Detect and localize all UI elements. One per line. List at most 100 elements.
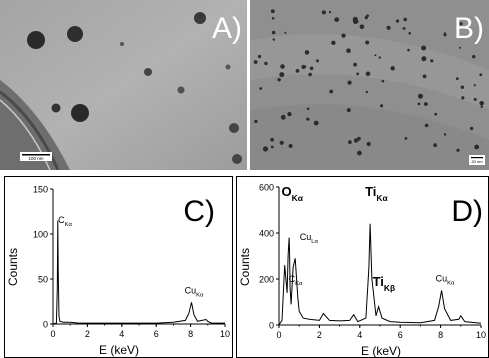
- tem-image-b: 20 nm B): [250, 0, 489, 170]
- panel-letter-b: B): [454, 12, 484, 45]
- nanoparticle: [408, 32, 411, 35]
- y-tick-label: 0: [43, 320, 48, 330]
- nanoparticle: [365, 40, 370, 45]
- nanoparticle: [443, 133, 447, 136]
- nanoparticle: [472, 55, 476, 59]
- x-tick-label: 0: [276, 330, 281, 340]
- tem-image-a-graphic: 100 nm A): [0, 0, 247, 170]
- nanoparticle: [366, 141, 371, 147]
- nanoparticle: [443, 33, 447, 37]
- nanoparticle: [479, 101, 484, 106]
- nanoparticle: [390, 66, 395, 71]
- nanoparticle: [346, 108, 351, 113]
- annotations-c: CKα CuKα: [58, 215, 204, 298]
- nanoparticle: [270, 137, 274, 142]
- eds-spectrum-d: D) 0 2 4 6 8 10 0 200 400 600 OKα CuLα CKα TiKα TiKβ C…: [236, 176, 489, 358]
- x-tick-label: 6: [398, 330, 403, 340]
- nanoparticle: [253, 60, 258, 64]
- y-tick-label: 50: [38, 275, 48, 285]
- peak-label: OKα: [282, 184, 304, 203]
- nanoparticle: [352, 16, 358, 22]
- nanoparticle: [254, 119, 258, 124]
- nanoparticle: [459, 22, 463, 26]
- nanoparticle: [418, 93, 423, 99]
- nanoparticle: [271, 17, 275, 20]
- nanoparticle: [460, 85, 465, 89]
- nanoparticle: [284, 31, 287, 34]
- nanoparticle: [434, 112, 438, 116]
- nanoparticle: [455, 77, 459, 80]
- peak-label: CKα: [58, 215, 72, 228]
- nanoparticle: [272, 38, 275, 41]
- nanoparticle: [357, 150, 362, 156]
- nanoparticle: [480, 105, 483, 109]
- nanoparticle: [288, 144, 293, 148]
- x-tick-label: 0: [50, 329, 55, 339]
- nanoparticle: [386, 25, 391, 30]
- nanoparticle-dots: [253, 9, 484, 156]
- peak-label: TiKβ: [373, 274, 396, 293]
- nanoparticle: [404, 137, 408, 140]
- x-tick-label: 2: [85, 329, 90, 339]
- x-tick-label: 10: [220, 329, 230, 339]
- nanoparticle: [328, 11, 332, 14]
- panel-letter-c: C): [183, 195, 215, 228]
- nanoparticle: [402, 27, 406, 30]
- nanoparticle: [364, 16, 368, 20]
- nanoparticle: [407, 48, 410, 52]
- x-tick-label: 4: [357, 330, 362, 340]
- nanoparticle: [356, 72, 360, 76]
- peak-label: CuLα: [300, 232, 319, 245]
- nanoparticle: [374, 54, 377, 57]
- nanoparticle: [422, 74, 427, 79]
- nanoparticle: [306, 107, 310, 111]
- y-axis-label-c: Counts: [6, 248, 20, 286]
- nanoparticle: [461, 96, 465, 100]
- spectrum-line-c: [52, 220, 225, 325]
- nanoparticle: [309, 66, 314, 71]
- nanoparticle: [380, 104, 384, 108]
- nanoparticle: [417, 102, 421, 106]
- nanoparticle: [304, 65, 307, 68]
- nanoparticle: [479, 73, 483, 77]
- x-tick-label: 2: [317, 330, 322, 340]
- nanoparticle: [264, 61, 268, 66]
- nanoparticle: [424, 102, 428, 106]
- nanoparticle: [395, 19, 400, 23]
- nanoparticle: [403, 17, 407, 22]
- nanoparticle: [348, 140, 352, 145]
- x-axis-label-d: E (keV): [361, 344, 401, 357]
- nanoparticle: [329, 89, 334, 94]
- y-axis-label-d: Counts: [238, 248, 252, 286]
- nanoparticle: [313, 120, 319, 126]
- nanoparticle: [308, 72, 312, 77]
- panel-letter-d: D): [451, 195, 483, 228]
- nanoparticle: [346, 48, 351, 53]
- nanoparticle: [353, 62, 357, 67]
- nanoparticle: [331, 40, 336, 45]
- nanoparticle: [295, 69, 300, 73]
- peak-label: CKα: [289, 274, 303, 287]
- tem-image-a: 100 nm A): [0, 0, 247, 170]
- nanoparticle: [271, 30, 276, 35]
- peak-label: CuKα: [185, 285, 204, 298]
- tem-image-b-graphic: 20 nm B): [250, 0, 489, 170]
- nanoparticle: [280, 114, 286, 120]
- nanoparticle: [424, 123, 429, 128]
- nanoparticle: [474, 144, 480, 150]
- annotations-d: OKα CuLα CKα TiKα TiKβ CuKα: [282, 184, 456, 293]
- x-axis-label-c: E (keV): [99, 343, 139, 357]
- nanoparticle: [378, 56, 381, 59]
- axes-d: 0 2 4 6 8 10 0 200 400 600: [259, 183, 486, 341]
- x-tick-label: 4: [119, 329, 124, 339]
- nanoparticle: [334, 17, 340, 22]
- y-tick-label: 0: [269, 321, 274, 331]
- nanoparticle: [262, 146, 269, 152]
- peak-label: TiKα: [365, 184, 388, 203]
- nanoparticle: [433, 143, 437, 148]
- nanoparticle: [270, 9, 275, 14]
- eds-spectrum-c: C) 0 2 4 6 8 10 0 50 100 150 CKα CuKα E (keV) Coun…: [4, 176, 233, 358]
- x-tick-label: 8: [438, 330, 443, 340]
